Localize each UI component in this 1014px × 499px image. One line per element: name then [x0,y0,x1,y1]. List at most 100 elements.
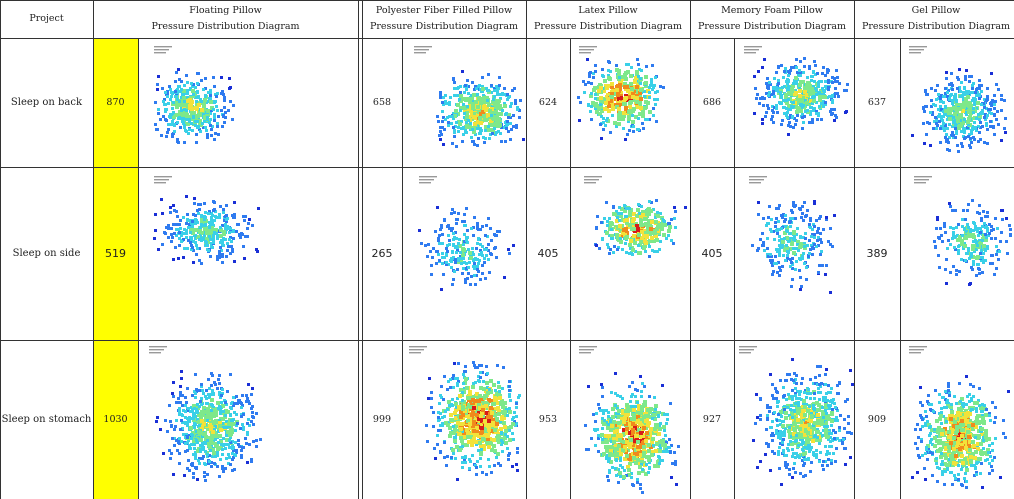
pressure-cell [985,116,988,119]
pressure-cell [202,392,205,395]
pressure-cell [1005,240,1008,243]
pressure-cell [659,212,662,215]
pressure-cell [427,397,430,400]
pressure-cell [650,236,654,240]
pressure-cell [585,448,588,451]
pressure-cell [608,252,611,255]
pressure-cell [472,259,475,262]
pressure-cell [598,247,601,250]
pressure-cell [476,113,480,117]
pressure-cell [449,386,452,389]
pressure-cell [789,108,792,111]
pressure-cell [227,245,230,248]
pressure-cell [200,419,204,423]
pressure-cell [217,115,220,118]
pressure-cell [496,364,499,367]
pressure-cell [203,471,206,474]
pressure-cell [979,227,982,230]
pressure-cell [985,124,988,127]
pressure-cell [198,457,201,460]
pressure-cell [623,97,627,101]
pressure-cell [617,117,621,121]
pressure-cell [480,251,483,254]
pressure-cell [946,91,949,94]
pressure-cell [178,407,181,410]
pressure-cell [175,234,178,237]
pressure-cell [611,114,614,117]
pressure-cell [776,232,779,235]
pressure-cell [489,227,492,230]
pressure-cell [614,392,617,395]
pressure-cell [472,130,476,134]
pressure-cell [670,218,673,221]
diagram-caption-mark [749,179,764,181]
pressure-cell [982,252,985,255]
pressure-cell [446,244,449,247]
pressure-cell [824,273,827,276]
pressure-cell [488,465,491,468]
pressure-cell [200,79,203,82]
pressure-cell [796,71,799,74]
pressure-cell [202,112,205,115]
pressure-cell [175,439,178,442]
pressure-cell [190,248,193,251]
pressure-cell [968,75,971,78]
pressure-cell [636,415,640,419]
pressure-distribution-diagram [153,176,260,265]
pressure-cell [207,91,210,94]
pressure-cell [225,426,228,429]
pressure-cell [448,101,451,104]
pressure-cell [945,258,948,261]
pressure-cell [500,126,503,129]
pressure-cell [800,285,803,288]
pressure-cell [218,250,221,253]
pressure-cell [184,404,187,407]
pressure-cell [956,238,960,242]
pressure-cell [468,426,472,430]
pressure-cell [224,223,227,226]
pressure-cell [976,91,979,94]
pressure-cell [819,215,822,218]
pressure-cell [923,110,926,113]
pressure-cell [606,93,610,97]
pressure-cell [766,247,769,250]
pressure-cell [456,377,459,380]
pressure-cell [214,455,217,458]
pressure-cell [637,471,641,475]
pressure-cell [790,100,793,103]
pressure-cell [231,444,234,447]
pressure-cell [209,423,213,427]
pressure-cell [790,285,793,288]
pressure-cell [194,456,197,459]
diagram-caption-mark [154,46,172,48]
pressure-cell [210,216,213,219]
pressure-cell [963,242,966,245]
pressure-cell [434,230,437,233]
pressure-cell [507,454,510,457]
pressure-cell [786,89,789,92]
pressure-cell [477,262,480,265]
pressure-cell [430,406,433,409]
pressure-cell [820,80,823,83]
pressure-cell [795,247,798,250]
pressure-cell [976,227,979,230]
pressure-cell [784,93,788,97]
pressure-cell [939,115,942,118]
pressure-cell [251,405,254,408]
pressure-cell [622,428,626,432]
pressure-cell [993,103,996,106]
pressure-cell [988,223,991,226]
pressure-cell [632,212,636,216]
pressure-cell [759,238,762,241]
pressure-cell [751,244,754,247]
pressure-cell [489,252,492,255]
pressure-cell [815,110,818,113]
pressure-cell [626,133,629,136]
pressure-cell [210,109,213,112]
pressure-cell [442,143,445,146]
pressure-cell [815,101,818,104]
pressure-cell [217,441,220,444]
pressure-cell [229,406,232,409]
pressure-cell [465,428,469,432]
pressure-cell [768,205,771,208]
